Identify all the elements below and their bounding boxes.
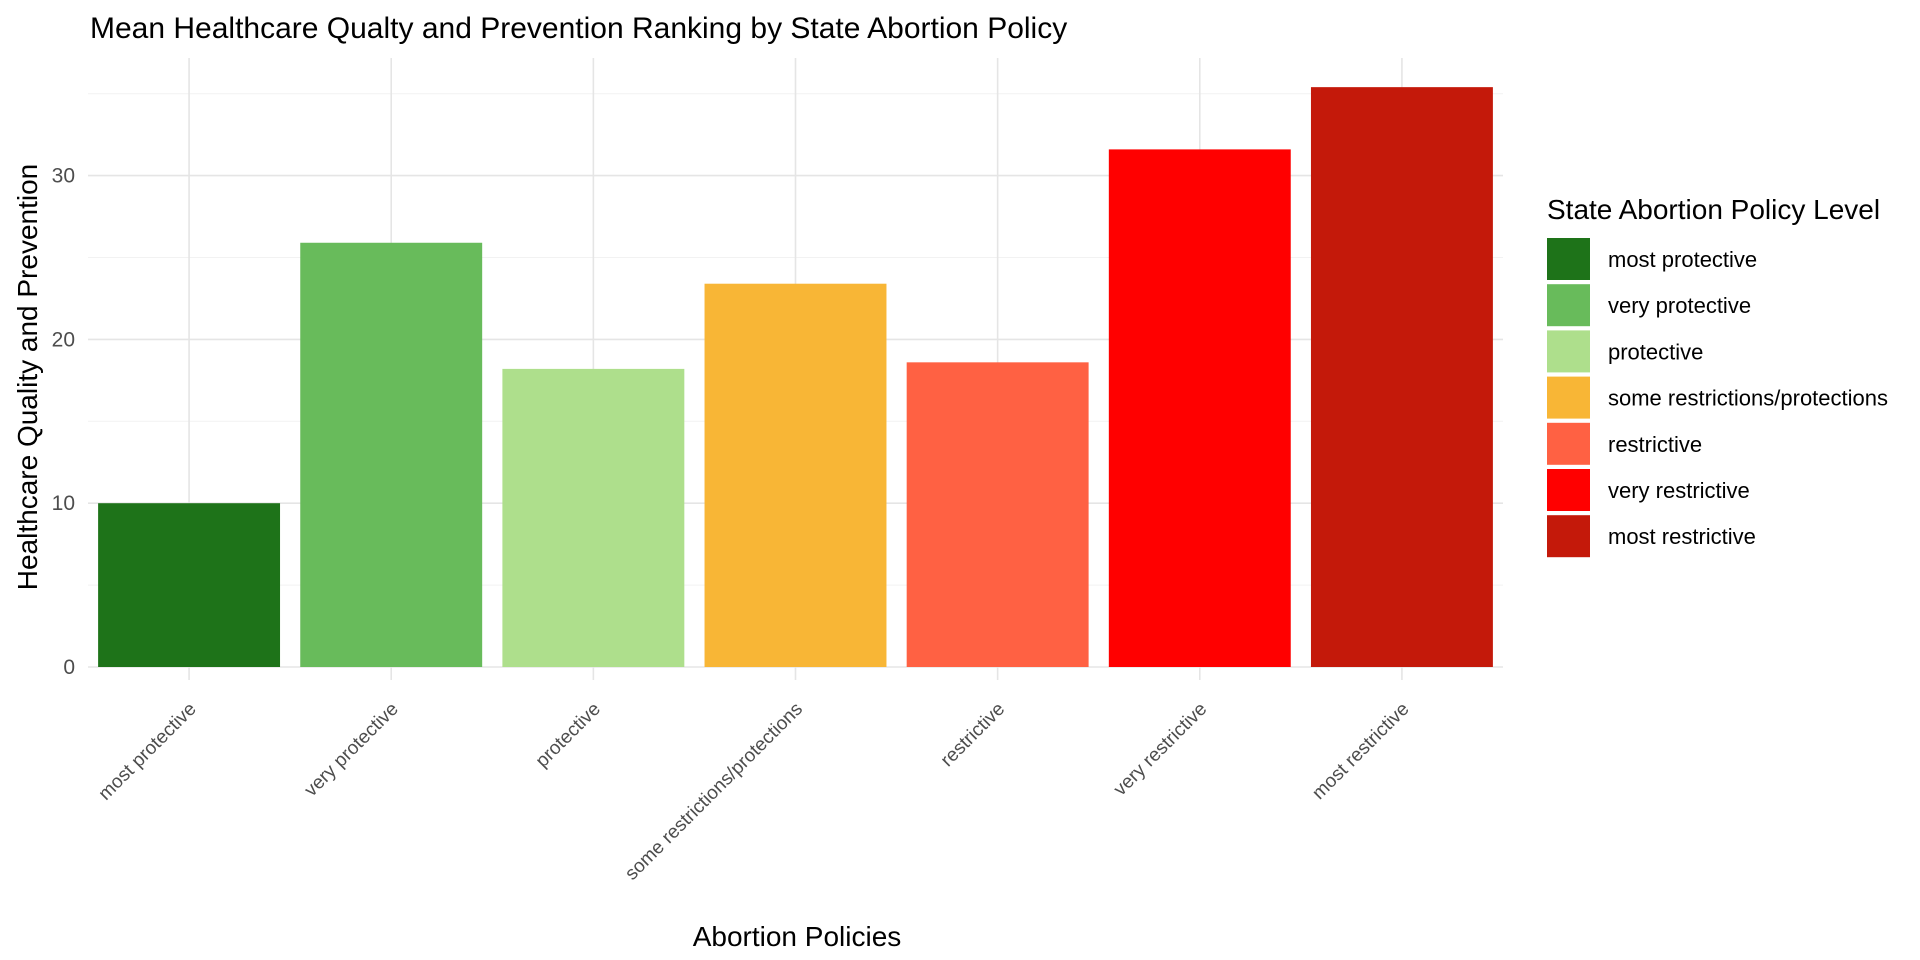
y-tick-label: 30 bbox=[52, 165, 75, 188]
x-tick-label: protective bbox=[532, 699, 605, 772]
bars bbox=[98, 87, 1493, 668]
bar-2 bbox=[300, 242, 483, 667]
y-axis-title: Healthcare Quality and Prevention bbox=[12, 164, 43, 590]
y-tick-label: 20 bbox=[52, 328, 75, 351]
legend-key bbox=[1547, 284, 1590, 327]
bar-1 bbox=[98, 503, 281, 667]
y-tick-label: 0 bbox=[63, 656, 75, 679]
y-axis-ticks: 0 10 20 30 bbox=[52, 165, 75, 679]
legend-label: most protective bbox=[1608, 247, 1757, 272]
x-axis-ticks: most protective very protective protective… bbox=[95, 699, 1414, 885]
x-tick-label: very restrictive bbox=[1110, 699, 1211, 800]
x-axis-title: Abortion Policies bbox=[693, 921, 902, 952]
legend-key bbox=[1547, 515, 1590, 558]
x-tick-label: most restrictive bbox=[1308, 699, 1413, 804]
legend-items: most protective very protective protective… bbox=[1547, 238, 1888, 558]
x-tick-label: some restrictions/protections bbox=[621, 699, 807, 885]
x-tick-label: most protective bbox=[95, 699, 201, 805]
y-tick-label: 10 bbox=[52, 492, 75, 515]
legend-label: restrictive bbox=[1608, 432, 1702, 457]
bar-5 bbox=[906, 362, 1089, 667]
x-tick-label: restrictive bbox=[937, 699, 1009, 771]
legend-label: most restrictive bbox=[1608, 524, 1756, 549]
bar-7 bbox=[1310, 87, 1493, 667]
legend-key bbox=[1547, 330, 1590, 373]
legend-label: very restrictive bbox=[1608, 478, 1750, 503]
legend: State Abortion Policy Level most protect… bbox=[1547, 194, 1888, 558]
x-tick-label: very protective bbox=[301, 699, 403, 801]
bar-6 bbox=[1108, 149, 1291, 668]
legend-title: State Abortion Policy Level bbox=[1547, 194, 1880, 225]
legend-key bbox=[1547, 238, 1590, 280]
legend-key bbox=[1547, 376, 1590, 419]
legend-label: very protective bbox=[1608, 293, 1751, 318]
legend-key bbox=[1547, 422, 1590, 465]
legend-key bbox=[1547, 469, 1590, 511]
legend-label: some restrictions/protections bbox=[1608, 386, 1888, 411]
legend-label: protective bbox=[1608, 339, 1703, 364]
chart-title: Mean Healthcare Qualty and Prevention Ra… bbox=[90, 12, 1067, 45]
bar-4 bbox=[704, 283, 887, 667]
bar-3 bbox=[502, 368, 685, 667]
